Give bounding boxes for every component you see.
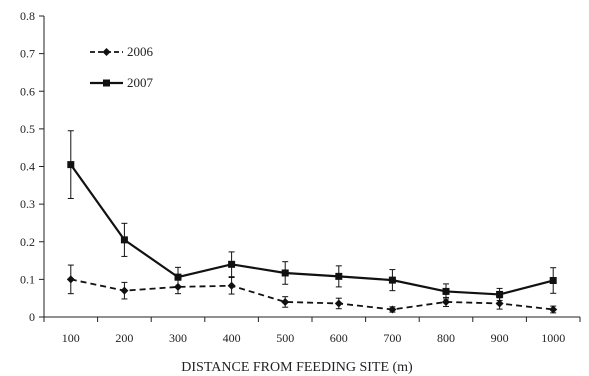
y-tick-label: 0.6 bbox=[20, 84, 35, 98]
data-point bbox=[227, 281, 236, 290]
series-2007 bbox=[67, 130, 557, 301]
data-point bbox=[388, 305, 397, 314]
data-point bbox=[174, 273, 182, 281]
x-tick-label: 800 bbox=[437, 331, 455, 345]
x-tick-label: 600 bbox=[330, 331, 348, 345]
y-tick-label: 0 bbox=[29, 310, 35, 324]
data-point bbox=[120, 236, 128, 244]
series-layer bbox=[66, 130, 558, 314]
x-tick-label: 200 bbox=[115, 331, 133, 345]
x-tick-label: 300 bbox=[169, 331, 187, 345]
x-tick-label: 500 bbox=[276, 331, 294, 345]
x-tick-label: 1000 bbox=[541, 331, 565, 345]
data-point bbox=[281, 269, 289, 277]
legend: 2006 2007 bbox=[90, 44, 154, 90]
data-point bbox=[388, 276, 396, 284]
series-line bbox=[69, 163, 554, 296]
legend-label: 2006 bbox=[127, 44, 154, 59]
series-line bbox=[70, 278, 554, 311]
legend-label: 2007 bbox=[127, 75, 154, 90]
y-tick-label: 0.8 bbox=[20, 9, 35, 23]
data-point bbox=[120, 286, 129, 295]
y-tick-label: 0.7 bbox=[20, 47, 35, 61]
data-point bbox=[442, 297, 450, 306]
data-point bbox=[549, 305, 558, 314]
axes: 0 0.1 0.2 0.3 0.4 0.5 0.6 0.7 0.8 100 200 300 400 500… bbox=[20, 9, 581, 345]
data-point bbox=[442, 287, 450, 295]
legend-marker bbox=[103, 79, 110, 87]
y-tick-label: 0.4 bbox=[20, 160, 35, 174]
data-point bbox=[334, 299, 343, 308]
x-tick-label: 700 bbox=[383, 331, 401, 345]
x-tick-label: 400 bbox=[223, 331, 241, 345]
x-tick-label: 900 bbox=[491, 331, 509, 345]
data-point bbox=[281, 297, 290, 306]
data-point bbox=[228, 260, 236, 268]
data-point bbox=[67, 161, 75, 169]
y-tick-label: 0.2 bbox=[20, 235, 35, 249]
series-2006 bbox=[66, 264, 558, 314]
legend-marker bbox=[102, 48, 111, 56]
data-point bbox=[496, 290, 504, 298]
data-point bbox=[549, 277, 557, 285]
y-tick-label: 0.1 bbox=[20, 272, 35, 286]
data-point bbox=[495, 299, 504, 308]
x-tick-label: 100 bbox=[62, 331, 80, 345]
y-tick-label: 0.5 bbox=[20, 122, 35, 136]
data-point bbox=[66, 275, 75, 284]
y-tick-label: 0.3 bbox=[20, 197, 35, 211]
x-axis-title: DISTANCE FROM FEEDING SITE (m) bbox=[181, 360, 413, 375]
data-point bbox=[335, 272, 343, 280]
